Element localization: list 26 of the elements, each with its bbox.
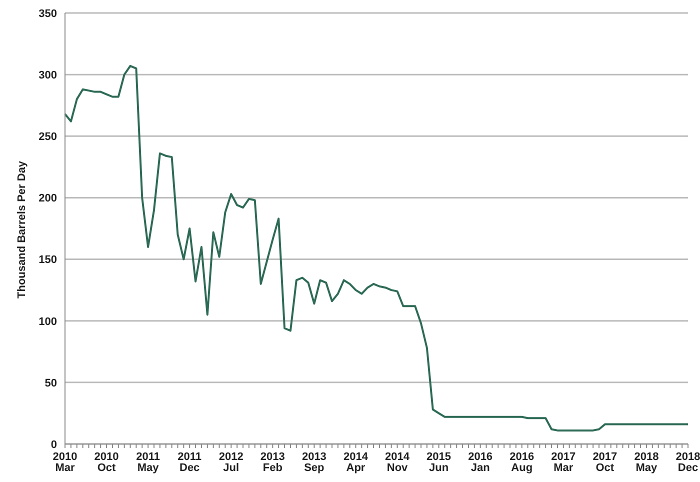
y-tick-label: 0	[50, 438, 57, 451]
y-axis-title: Thousand Barrels Per Day	[16, 160, 28, 298]
x-tick-label: 2016 Aug	[510, 451, 534, 474]
x-tick-label: 2014 Apr	[343, 451, 369, 474]
x-tick-label: 2010 Mar	[52, 451, 78, 474]
x-tick-label: 2011 Dec	[178, 451, 202, 474]
y-tick-label: 300	[38, 69, 57, 82]
x-tick-label: 2010 Oct	[94, 451, 119, 474]
x-tick-label: 2015 Jun	[426, 451, 452, 474]
y-tick-label: 150	[38, 254, 57, 266]
x-tick-label: 2018 May	[634, 451, 659, 474]
x-tick-label: 2017 Oct	[592, 451, 618, 474]
x-tick-label: 2016 Jan	[468, 451, 493, 474]
y-tick-label: 250	[38, 131, 57, 144]
y-tick-label: 200	[38, 192, 57, 205]
x-tick-label: 2013 Sep	[302, 451, 326, 474]
x-tick-label: 2011 May	[136, 451, 160, 474]
y-tick-label: 350	[38, 8, 57, 20]
x-tick-label: 2017 Mar	[551, 451, 576, 474]
x-tick-label: 2013 Feb	[260, 451, 285, 474]
y-tick-label: 50	[44, 377, 57, 390]
y-tick-label: 100	[38, 316, 57, 328]
x-tick-label: 2014 Nov	[385, 451, 410, 474]
x-tick-label: 2012 Jul	[218, 451, 244, 474]
line-series	[64, 64, 689, 432]
x-tick-label: 2018 Dec	[676, 451, 700, 474]
